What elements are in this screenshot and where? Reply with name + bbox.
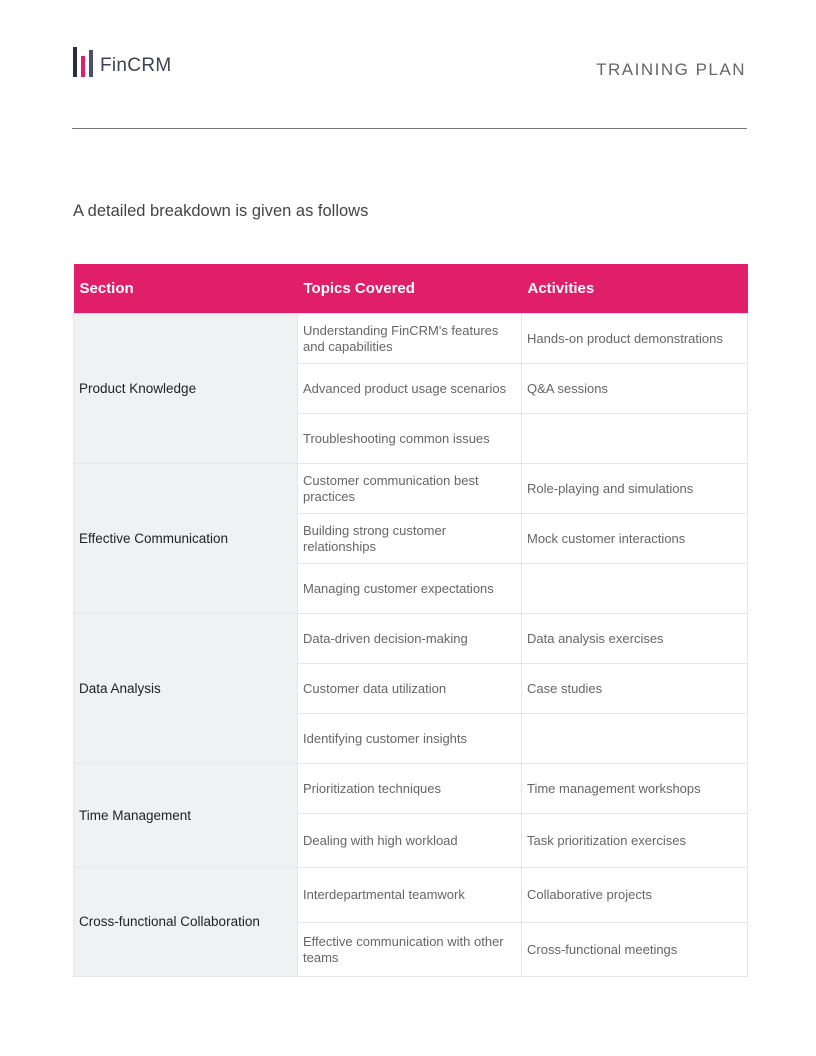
activity-cell: Role-playing and simulations	[521, 463, 748, 514]
activity-cell: Time management workshops	[521, 763, 748, 814]
table-row: Time Management Prioritization techniques…	[73, 763, 748, 868]
document-title: TRAINING PLAN	[596, 60, 746, 79]
column-header: Section	[73, 264, 298, 314]
section-cell: Product Knowledge	[73, 313, 298, 464]
topic-cell: Data-driven decision-making	[297, 613, 522, 664]
table-row: Troubleshooting common issues	[74, 413, 748, 464]
table-row: Data Analysis Data-driven decision-making…	[73, 613, 748, 764]
section-cell: Time Management	[73, 763, 298, 868]
topic-cell: Identifying customer insights	[297, 713, 522, 764]
logo-text: FinCRM	[100, 55, 172, 76]
logo-bars-icon	[73, 47, 93, 77]
topic-cell: Customer data utilization	[297, 663, 522, 714]
table-row: Building strong customer relationships Mo…	[74, 513, 748, 564]
header-divider	[72, 128, 747, 129]
activity-cell: Mock customer interactions	[521, 513, 748, 564]
section-cell: Effective Communication	[73, 463, 298, 614]
topic-cell: Advanced product usage scenarios	[297, 363, 522, 414]
activity-cell: Cross-functional meetings	[521, 922, 748, 977]
activity-cell: Task prioritization exercises	[521, 813, 748, 868]
topic-cell: Prioritization techniques	[297, 763, 522, 814]
table-row: Effective Communication Customer communic…	[73, 463, 748, 614]
table-row: Dealing with high workload Task prioritiz…	[74, 813, 748, 868]
activity-cell	[521, 563, 748, 614]
topic-cell: Managing customer expectations	[297, 563, 522, 614]
training-plan-table: Section Topics Covered Activities Produc…	[73, 264, 748, 977]
table-row: Effective communication with other teams…	[74, 922, 748, 977]
column-header: Activities	[521, 264, 748, 314]
table-row: Product Knowledge Understanding FinCRM's …	[73, 313, 748, 464]
section-cell: Data Analysis	[73, 613, 298, 764]
topic-cell: Understanding FinCRM's features and capa…	[297, 313, 522, 364]
table-row: Identifying customer insights	[74, 713, 748, 764]
topic-cell: Dealing with high workload	[297, 813, 522, 868]
activity-cell: Q&A sessions	[521, 363, 748, 414]
table-row: Advanced product usage scenarios Q&A sess…	[74, 363, 748, 414]
activity-cell: Collaborative projects	[521, 867, 748, 923]
topic-cell: Interdepartmental teamwork	[297, 867, 522, 923]
activity-cell: Data analysis exercises	[521, 613, 748, 664]
topic-cell: Customer communication best practices	[297, 463, 522, 514]
activity-cell: Hands-on product demonstrations	[521, 313, 748, 364]
table-row: Customer data utilization Case studies	[74, 663, 748, 714]
column-header: Topics Covered	[297, 264, 522, 314]
topic-cell: Effective communication with other teams	[297, 922, 522, 977]
topic-cell: Troubleshooting common issues	[297, 413, 522, 464]
table-row: Managing customer expectations	[74, 563, 748, 614]
activity-cell	[521, 713, 748, 764]
activity-cell	[521, 413, 748, 464]
fincrm-logo: FinCRM	[73, 47, 171, 77]
table-header-row: Section Topics Covered Activities	[73, 264, 748, 314]
section-cell: Cross-functional Collaboration	[73, 867, 298, 977]
table-row: Cross-functional Collaboration Interdepar…	[73, 867, 748, 977]
topic-cell: Building strong customer relationships	[297, 513, 522, 564]
activity-cell: Case studies	[521, 663, 748, 714]
intro-text: A detailed breakdown is given as follows	[73, 202, 369, 220]
